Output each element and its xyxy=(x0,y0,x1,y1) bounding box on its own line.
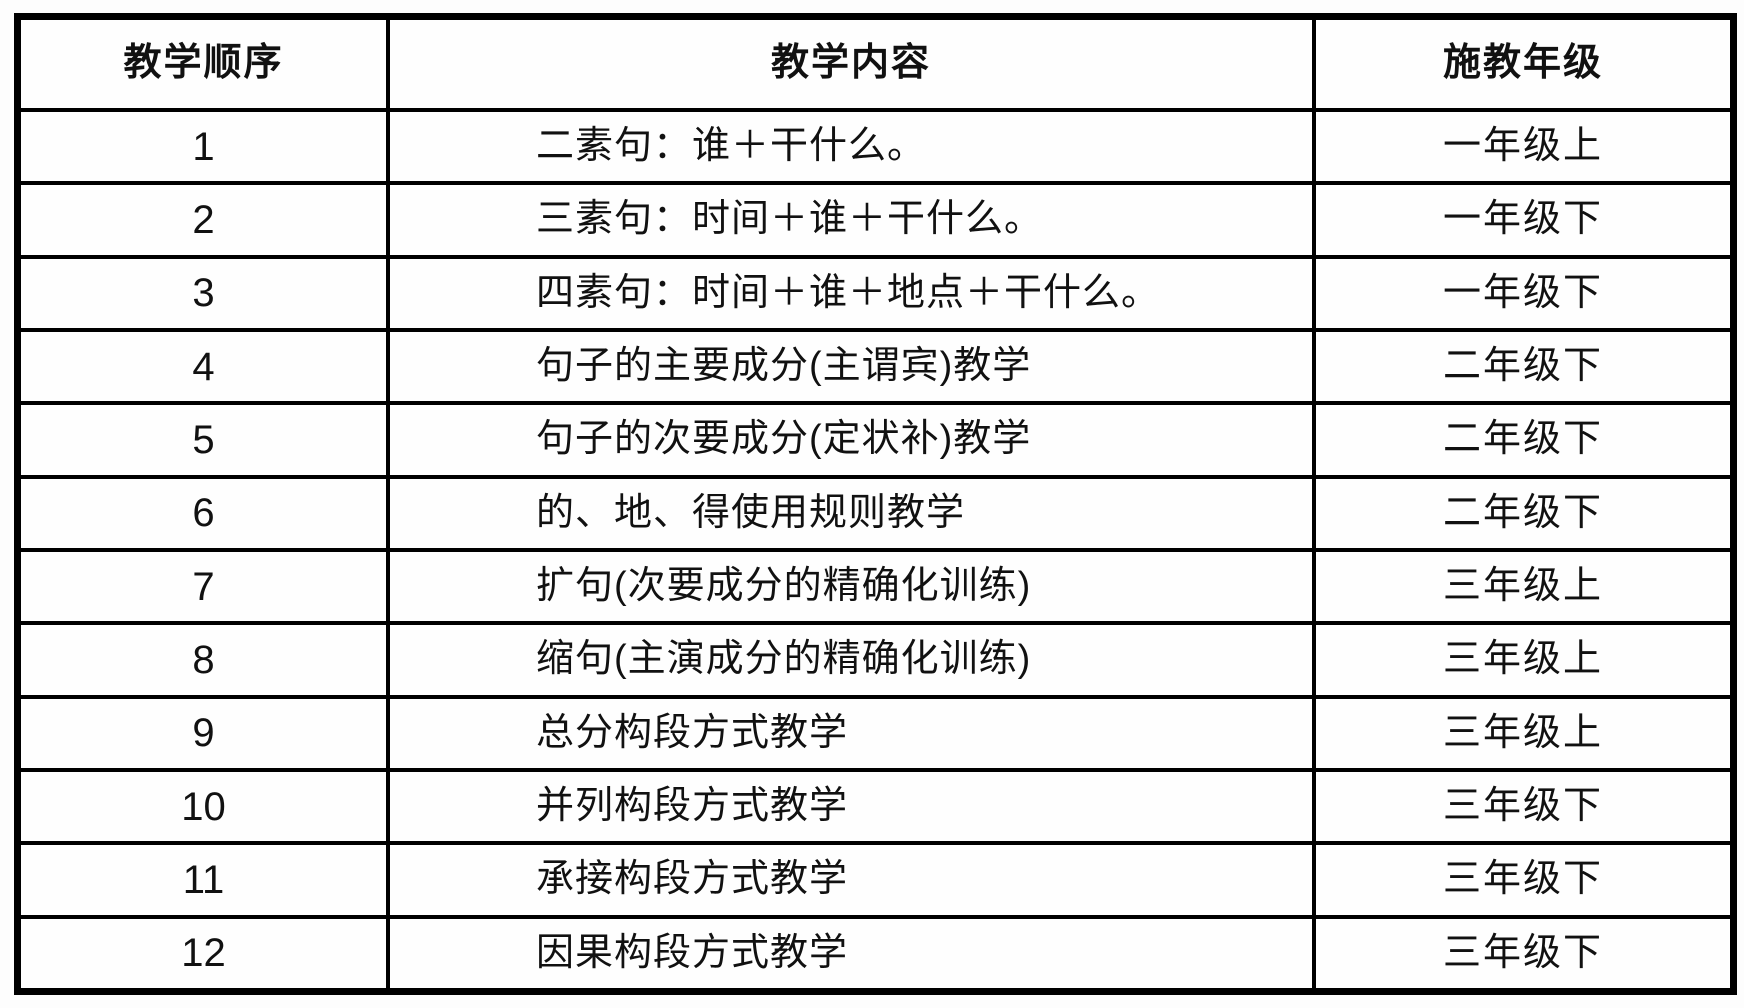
cell-teaching-content: 扩句(次要成分的精确化训练) xyxy=(390,552,1312,622)
col-header-teaching-order: 教学顺序 xyxy=(21,20,386,108)
cell-teaching-content: 承接构段方式教学 xyxy=(390,845,1312,915)
cell-teaching-content: 并列构段方式教学 xyxy=(390,772,1312,842)
cell-grade: 二年级下 xyxy=(1316,478,1730,548)
col-header-grade: 施教年级 xyxy=(1316,20,1730,108)
cell-teaching-order: 12 xyxy=(21,918,386,988)
teaching-sequence-table: 教学顺序 教学内容 施教年级 1 二素句：谁＋干什么。 一年级上 2 三素句：时… xyxy=(14,13,1737,995)
cell-grade: 二年级下 xyxy=(1316,405,1730,475)
cell-teaching-content: 的、地、得使用规则教学 xyxy=(390,478,1312,548)
cell-teaching-order: 4 xyxy=(21,332,386,402)
cell-teaching-order: 3 xyxy=(21,258,386,328)
cell-teaching-order: 5 xyxy=(21,405,386,475)
cell-teaching-order: 11 xyxy=(21,845,386,915)
cell-teaching-order: 1 xyxy=(21,112,386,182)
cell-grade: 一年级下 xyxy=(1316,258,1730,328)
cell-teaching-content: 句子的次要成分(定状补)教学 xyxy=(390,405,1312,475)
cell-teaching-content: 二素句：谁＋干什么。 xyxy=(390,112,1312,182)
cell-teaching-order: 10 xyxy=(21,772,386,842)
cell-grade: 二年级下 xyxy=(1316,332,1730,402)
cell-teaching-order: 9 xyxy=(21,698,386,768)
cell-grade: 一年级上 xyxy=(1316,112,1730,182)
cell-grade: 三年级下 xyxy=(1316,845,1730,915)
cell-grade: 三年级下 xyxy=(1316,918,1730,988)
cell-grade: 三年级上 xyxy=(1316,698,1730,768)
cell-teaching-content: 句子的主要成分(主谓宾)教学 xyxy=(390,332,1312,402)
cell-teaching-order: 8 xyxy=(21,625,386,695)
cell-grade: 三年级下 xyxy=(1316,772,1730,842)
cell-grade: 一年级下 xyxy=(1316,185,1730,255)
cell-teaching-content: 三素句：时间＋谁＋干什么。 xyxy=(390,185,1312,255)
col-header-teaching-content: 教学内容 xyxy=(390,20,1312,108)
cell-teaching-content: 因果构段方式教学 xyxy=(390,918,1312,988)
cell-teaching-content: 四素句：时间＋谁＋地点＋干什么。 xyxy=(390,258,1312,328)
cell-teaching-content: 总分构段方式教学 xyxy=(390,698,1312,768)
cell-teaching-order: 7 xyxy=(21,552,386,622)
cell-grade: 三年级上 xyxy=(1316,625,1730,695)
cell-teaching-order: 2 xyxy=(21,185,386,255)
cell-grade: 三年级上 xyxy=(1316,552,1730,622)
cell-teaching-order: 6 xyxy=(21,478,386,548)
cell-teaching-content: 缩句(主演成分的精确化训练) xyxy=(390,625,1312,695)
